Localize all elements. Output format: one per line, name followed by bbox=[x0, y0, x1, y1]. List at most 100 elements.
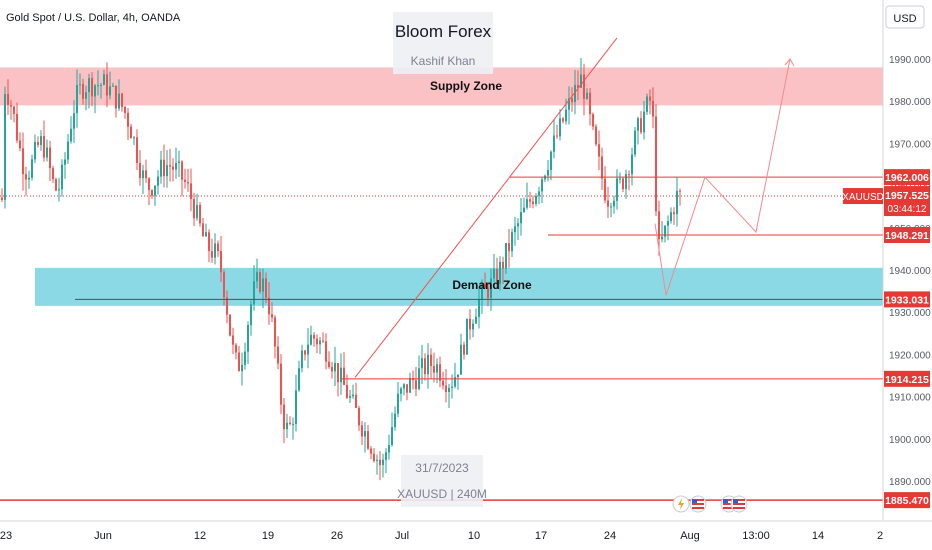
candle-body bbox=[394, 413, 396, 428]
candle-body bbox=[151, 190, 153, 196]
candle-body bbox=[280, 363, 282, 405]
time-tick-label: Jun bbox=[94, 530, 112, 542]
candle-body bbox=[82, 84, 84, 99]
candle-body bbox=[583, 74, 585, 99]
candle-body bbox=[349, 396, 351, 398]
candle-body bbox=[112, 85, 114, 87]
candle-body bbox=[535, 195, 537, 204]
currency-box[interactable] bbox=[885, 5, 925, 29]
lightning-icon[interactable] bbox=[672, 495, 690, 513]
candle-body bbox=[406, 384, 408, 393]
candle-body bbox=[46, 147, 48, 158]
candle-body bbox=[487, 287, 489, 298]
trendline[interactable] bbox=[354, 37, 618, 378]
time-tick-label: Aug bbox=[680, 530, 700, 542]
candle-body bbox=[403, 384, 405, 389]
price-axis[interactable]: 1890.000 1900.000 1910.000 1920.000 1930.000… bbox=[889, 55, 931, 488]
candle-body bbox=[352, 394, 354, 397]
candle-body bbox=[319, 340, 321, 345]
candle-body bbox=[475, 316, 477, 324]
candle-body bbox=[493, 268, 495, 279]
candle-body bbox=[361, 425, 363, 437]
time-tick-label: 10 bbox=[468, 530, 480, 542]
time-tick-label: 14 bbox=[812, 530, 824, 542]
candle-body bbox=[223, 272, 225, 298]
symbol-tag bbox=[843, 188, 883, 205]
candle-body bbox=[58, 189, 60, 191]
candle-body bbox=[655, 116, 657, 212]
candle-body bbox=[676, 190, 678, 215]
candle-body bbox=[130, 126, 132, 139]
candle-body bbox=[73, 113, 75, 129]
time-tick-label: 13:00 bbox=[742, 530, 770, 542]
candle-body bbox=[511, 232, 513, 252]
brand-author: Kashif Khan bbox=[411, 54, 476, 68]
candle-body bbox=[250, 304, 252, 326]
candle-body bbox=[646, 96, 648, 112]
price-tag bbox=[884, 291, 930, 308]
candle-body bbox=[235, 344, 237, 353]
price-tag-label: 1933.031 bbox=[885, 294, 929, 306]
candle-body bbox=[241, 364, 243, 372]
candle-body bbox=[376, 459, 378, 461]
candle-body bbox=[574, 85, 576, 103]
candle-body bbox=[160, 159, 162, 177]
projection-path[interactable] bbox=[654, 58, 791, 296]
candle-body bbox=[109, 86, 111, 96]
candle-body bbox=[547, 169, 549, 176]
candle-body bbox=[298, 368, 300, 391]
candle-body bbox=[424, 358, 426, 375]
price-tag bbox=[884, 227, 930, 244]
candle-body bbox=[679, 190, 681, 192]
candle-body bbox=[604, 178, 606, 201]
candle-body bbox=[31, 159, 33, 178]
candle-body bbox=[451, 386, 453, 388]
us-flag-icon[interactable] bbox=[730, 495, 748, 513]
candle-body bbox=[244, 351, 246, 365]
projection-arrowhead bbox=[784, 58, 795, 67]
candle-body bbox=[1, 197, 3, 200]
candle-body bbox=[172, 166, 174, 170]
candle-body bbox=[175, 163, 177, 170]
candle-body bbox=[382, 459, 384, 466]
candle-body bbox=[631, 154, 633, 175]
candle-body bbox=[469, 318, 471, 330]
candle-body bbox=[253, 281, 255, 305]
candle-body bbox=[262, 278, 264, 292]
candle-body bbox=[520, 212, 522, 224]
symbol-tag-label: XAUUSD bbox=[842, 192, 884, 203]
price-tick-label: 1940.000 bbox=[889, 266, 931, 277]
candle-body bbox=[388, 444, 390, 453]
candle-body bbox=[550, 151, 552, 170]
candle-body bbox=[199, 204, 201, 224]
candle-body bbox=[430, 354, 432, 367]
candle-body bbox=[346, 384, 348, 398]
candle-body bbox=[310, 334, 312, 345]
candle-body bbox=[7, 94, 9, 105]
candle-body bbox=[640, 118, 642, 133]
candle-body bbox=[664, 225, 666, 237]
price-tick-label: 1980.000 bbox=[889, 97, 931, 108]
candle-body bbox=[628, 174, 630, 176]
candle-body bbox=[43, 136, 45, 158]
candle-body bbox=[448, 387, 450, 392]
candle-body bbox=[268, 297, 270, 315]
candle-body bbox=[79, 84, 81, 86]
countdown-label: 03:44:12 bbox=[888, 204, 927, 215]
candle-body bbox=[622, 178, 624, 190]
candle-body bbox=[157, 176, 159, 186]
candle-body bbox=[196, 204, 198, 219]
candle-body bbox=[556, 135, 558, 137]
price-tag bbox=[884, 492, 930, 509]
candle-body bbox=[214, 243, 216, 258]
candle-body bbox=[97, 85, 99, 87]
time-axis[interactable]: 23 Jun 12 19 26 Jul 10 17 24 Aug 13:00 14 2 bbox=[0, 530, 883, 542]
candle-body bbox=[52, 168, 54, 180]
us-flag-icon[interactable] bbox=[689, 495, 707, 513]
candle-body bbox=[139, 162, 141, 179]
price-tag-label: 1914.215 bbox=[885, 374, 929, 386]
candle-body bbox=[379, 459, 381, 466]
candle-body bbox=[454, 377, 456, 387]
candle-body bbox=[100, 84, 102, 86]
